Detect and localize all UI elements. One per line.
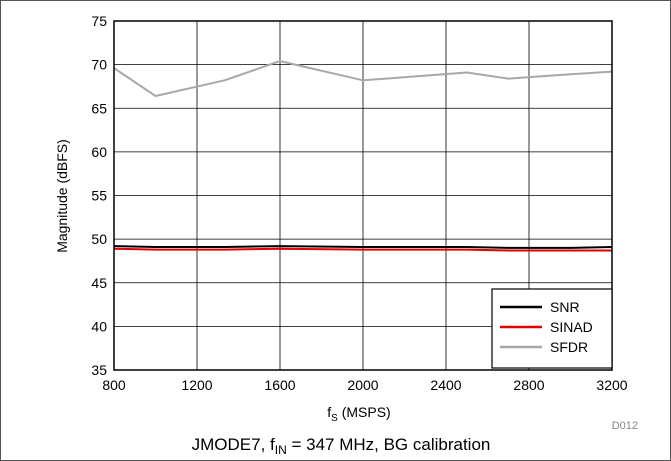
x-tick-label: 800 bbox=[102, 377, 126, 393]
series-line-snr bbox=[113, 245, 613, 249]
chart-caption: JMODE7, fIN = 347 MHz, BG calibration bbox=[192, 435, 491, 457]
caption-suffix: = 347 MHz, BG calibration bbox=[287, 435, 491, 454]
legend-box bbox=[491, 288, 613, 369]
x-axis-label-main: f bbox=[327, 404, 331, 420]
caption-prefix: JMODE7, f bbox=[192, 435, 275, 454]
y-axis-label: Magnitude (dBFS) bbox=[54, 139, 70, 253]
x-tick-label: 2000 bbox=[347, 377, 378, 393]
x-axis-label-unit: (MSPS) bbox=[338, 404, 391, 420]
plot-area-frame bbox=[113, 20, 613, 371]
series-line-sfdr bbox=[113, 60, 613, 97]
x-tick-label: 1200 bbox=[181, 377, 212, 393]
legend-label-sfdr: SFDR bbox=[550, 339, 588, 355]
series-lines bbox=[113, 60, 613, 252]
y-tick-labels: 35 40 45 50 55 60 65 70 75 bbox=[91, 13, 107, 378]
y-tick-label: 50 bbox=[91, 231, 107, 247]
y-tick-label: 60 bbox=[91, 144, 107, 160]
x-tick-label: 2800 bbox=[513, 377, 544, 393]
x-axis-label: fS (MSPS) bbox=[327, 404, 390, 424]
grid-lines bbox=[113, 20, 613, 371]
y-tick-label: 70 bbox=[91, 57, 107, 73]
y-tick-label: 75 bbox=[91, 13, 107, 29]
x-tick-label: 3200 bbox=[596, 377, 627, 393]
y-tick-label: 40 bbox=[91, 318, 107, 334]
x-tick-label: 1600 bbox=[264, 377, 295, 393]
x-tick-labels: 800 1200 1600 2000 2400 2800 3200 bbox=[102, 377, 627, 393]
figure-id: D012 bbox=[612, 420, 638, 432]
x-tick-label: 2400 bbox=[430, 377, 461, 393]
x-axis-label-subscript: S bbox=[331, 413, 338, 424]
y-tick-label: 65 bbox=[91, 100, 107, 116]
y-tick-label: 45 bbox=[91, 275, 107, 291]
series-line-sinad bbox=[113, 247, 612, 252]
y-tick-label: 55 bbox=[91, 188, 107, 204]
legend-label-snr: SNR bbox=[550, 299, 580, 315]
legend: SNR SINAD SFDR bbox=[491, 288, 613, 369]
caption-subscript: IN bbox=[275, 443, 287, 457]
y-tick-label: 35 bbox=[91, 362, 107, 378]
legend-label-sinad: SINAD bbox=[550, 319, 593, 335]
